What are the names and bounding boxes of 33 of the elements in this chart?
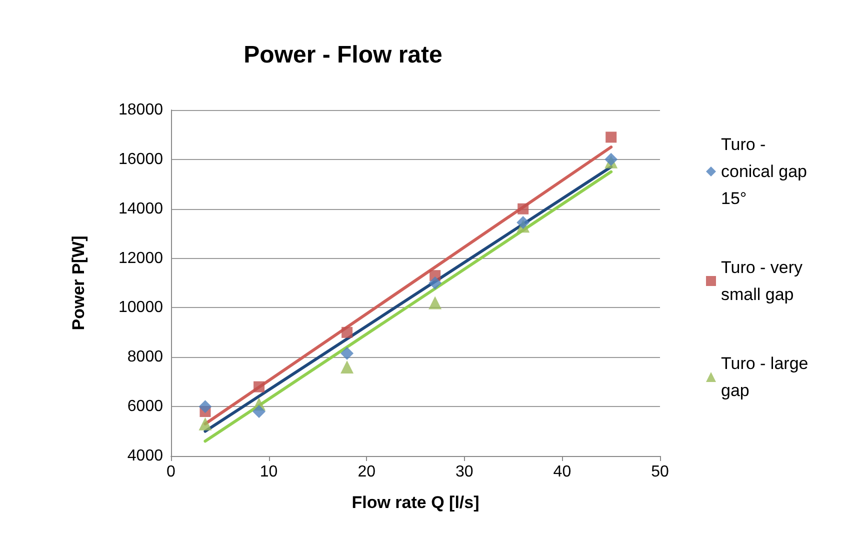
legend-label: Turo - large gap <box>721 354 813 400</box>
point <box>340 346 354 360</box>
y-tick-label: 18000 <box>118 102 164 118</box>
point <box>518 203 529 214</box>
point <box>198 417 212 430</box>
x-tick-label: 40 <box>553 464 572 480</box>
point <box>254 381 265 392</box>
x-tick-label: 20 <box>358 464 376 480</box>
x-tick-label: 50 <box>651 464 669 480</box>
y-tick-label: 16000 <box>118 150 164 168</box>
point <box>516 216 530 229</box>
point <box>340 360 354 374</box>
chart-title: Power - Flow rate <box>244 42 442 68</box>
legend-label: Turo - very small gap <box>721 258 808 304</box>
y-tick-label: 12000 <box>118 250 164 267</box>
point <box>428 276 442 290</box>
x-tick-label: 0 <box>166 464 176 480</box>
x-axis-title: Flow rate Q [l/s] <box>352 493 480 512</box>
x-tick-label: 10 <box>260 464 278 480</box>
point <box>342 326 353 338</box>
y-tick-label: 6000 <box>127 398 164 416</box>
y-tick-label: 10000 <box>118 299 164 316</box>
point <box>606 132 617 143</box>
y-axis-title: Power P[W] <box>69 236 88 330</box>
y-tick-label: 8000 <box>127 348 164 366</box>
point <box>198 400 212 414</box>
y-tick-label: 14000 <box>118 200 164 218</box>
point <box>252 405 266 418</box>
y-tick-label: 4000 <box>127 448 164 464</box>
point <box>428 296 442 310</box>
point <box>604 152 618 166</box>
x-tick-label: 30 <box>456 464 474 480</box>
legend-label: Turo - conical gap 15° <box>721 135 812 208</box>
